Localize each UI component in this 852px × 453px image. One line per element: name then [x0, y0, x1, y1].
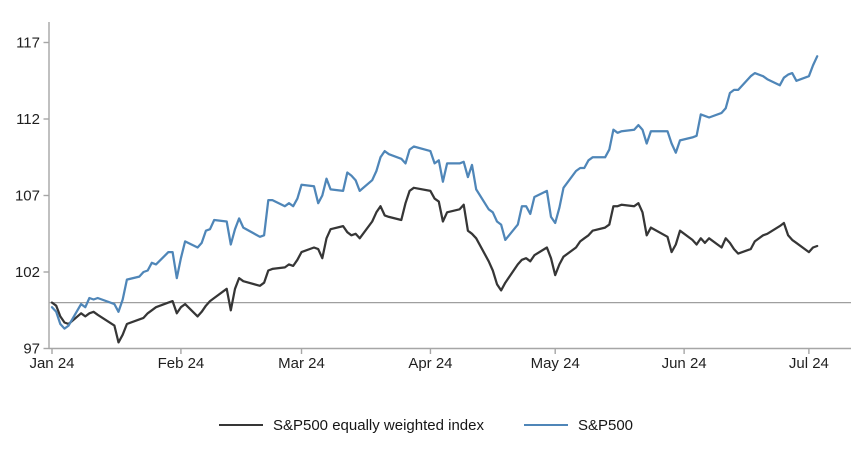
legend-line-sample-equal-weight [218, 424, 263, 426]
x-axis-tick-label: Apr 24 [408, 355, 452, 372]
legend-label-sp500: S&P500 [577, 416, 634, 434]
y-axis-tick-label: 107 [15, 188, 40, 205]
legend-item-sp500: S&P500 [523, 416, 634, 434]
y-axis-tick-label: 112 [16, 111, 40, 128]
y-axis-tick-label: 97 [23, 341, 40, 358]
series-line-sp500 [50, 55, 819, 330]
x-axis-tick-label: Jun 24 [662, 355, 707, 372]
series-line-equal-weight [50, 186, 819, 344]
legend-label-equal-weight: S&P500 equally weighted index [272, 416, 484, 434]
legend-item-equal-weight: S&P500 equally weighted index [218, 416, 484, 434]
x-axis-tick-label: May 24 [531, 355, 580, 372]
legend: S&P500 equally weighted index S&P500 [0, 408, 852, 442]
x-axis-tick-label: Jul 24 [789, 355, 829, 372]
x-axis-tick-label: Feb 24 [158, 355, 205, 372]
y-axis-tick-label: 117 [16, 35, 40, 52]
y-axis-tick-label: 102 [15, 264, 40, 281]
x-axis-tick-label: Jan 24 [29, 355, 74, 372]
x-axis-tick-label: Mar 24 [278, 355, 325, 372]
legend-line-sample-sp500 [523, 424, 568, 426]
